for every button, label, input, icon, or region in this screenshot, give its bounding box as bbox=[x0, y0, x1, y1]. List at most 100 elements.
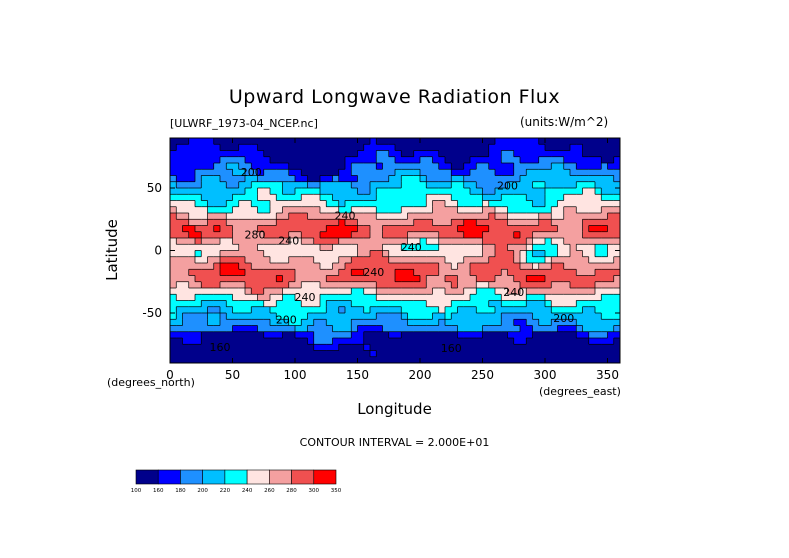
field-cell bbox=[388, 356, 396, 363]
field-cell bbox=[295, 219, 302, 227]
field-cell bbox=[338, 163, 346, 170]
field-cell bbox=[613, 281, 620, 289]
field-cell bbox=[613, 300, 620, 308]
field-cell bbox=[482, 163, 490, 170]
field-cell bbox=[251, 269, 259, 277]
field-cell bbox=[351, 338, 359, 345]
field-cell bbox=[451, 319, 459, 327]
field-cell bbox=[238, 306, 246, 314]
field-cell bbox=[238, 288, 246, 295]
field-cell bbox=[395, 288, 402, 295]
field-cell bbox=[488, 306, 496, 314]
field-cell bbox=[445, 181, 452, 189]
field-cell bbox=[307, 356, 315, 363]
x-tick-label: 150 bbox=[346, 368, 369, 382]
field-cell bbox=[388, 300, 396, 308]
field-cell bbox=[370, 181, 377, 189]
field-cell bbox=[526, 156, 534, 164]
field-cell bbox=[388, 206, 396, 214]
field-cell bbox=[507, 156, 515, 164]
field-cell bbox=[351, 181, 359, 189]
field-cell bbox=[276, 244, 284, 252]
field-cell bbox=[351, 231, 359, 239]
field-cell bbox=[376, 331, 384, 339]
field-cell bbox=[351, 294, 359, 302]
field-cell bbox=[188, 231, 196, 239]
field-cell bbox=[420, 263, 427, 270]
field-cell bbox=[226, 300, 234, 308]
field-cell bbox=[470, 181, 477, 189]
field-cell bbox=[263, 350, 271, 358]
field-cell bbox=[501, 269, 509, 277]
field-cell bbox=[438, 269, 446, 277]
field-cell bbox=[176, 200, 184, 208]
field-cell bbox=[332, 350, 340, 358]
field-cell bbox=[351, 325, 359, 333]
field-cell bbox=[338, 219, 346, 227]
field-cell bbox=[413, 238, 421, 245]
field-cell bbox=[182, 356, 190, 363]
field-cell bbox=[338, 206, 346, 214]
field-cell bbox=[445, 213, 452, 220]
field-cell bbox=[582, 163, 590, 170]
field-cell bbox=[507, 138, 515, 145]
field-cell bbox=[382, 281, 390, 289]
field-cell bbox=[401, 188, 409, 195]
field-cell bbox=[301, 269, 309, 277]
field-cell bbox=[520, 281, 527, 289]
field-cell bbox=[288, 163, 296, 170]
field-cell bbox=[526, 150, 534, 158]
field-cell bbox=[351, 144, 359, 152]
field-cell bbox=[470, 281, 477, 289]
field-cell bbox=[245, 319, 252, 327]
field-cell bbox=[501, 219, 509, 227]
field-cell bbox=[413, 213, 421, 220]
field-cell bbox=[407, 175, 415, 183]
field-cell bbox=[263, 194, 271, 202]
colorbar-label: 240 bbox=[242, 488, 253, 494]
field-cell bbox=[270, 206, 277, 214]
field-cell bbox=[513, 275, 521, 283]
field-cell bbox=[407, 213, 415, 220]
field-cell bbox=[445, 350, 452, 358]
field-cell bbox=[370, 194, 377, 202]
field-cell bbox=[438, 206, 446, 214]
field-cell bbox=[270, 294, 277, 302]
field-cell bbox=[563, 213, 571, 220]
field-cell bbox=[370, 294, 377, 302]
field-cell bbox=[463, 225, 471, 233]
field-cell bbox=[551, 344, 559, 352]
field-cell bbox=[170, 213, 177, 220]
field-cell bbox=[576, 181, 584, 189]
field-cell bbox=[570, 175, 577, 183]
field-cell bbox=[526, 163, 534, 170]
field-cell bbox=[251, 144, 259, 152]
field-cell bbox=[588, 344, 596, 352]
field-cell bbox=[595, 256, 602, 264]
field-cell bbox=[370, 275, 377, 283]
field-cell bbox=[557, 238, 565, 245]
field-cell bbox=[532, 331, 540, 339]
field-cell bbox=[382, 169, 390, 177]
field-cell bbox=[351, 238, 359, 245]
field-cell bbox=[413, 244, 421, 252]
field-cell bbox=[232, 344, 240, 352]
field-cell bbox=[320, 275, 327, 283]
field-cell bbox=[438, 356, 446, 363]
field-cell bbox=[220, 225, 227, 233]
field-cell bbox=[551, 269, 559, 277]
field-cell bbox=[263, 344, 271, 352]
field-cell bbox=[376, 294, 384, 302]
field-cell bbox=[576, 156, 584, 164]
field-cell bbox=[376, 163, 384, 170]
field-cell bbox=[420, 200, 427, 208]
field-cell bbox=[370, 244, 377, 252]
field-cell bbox=[270, 331, 277, 339]
field-cell bbox=[401, 288, 409, 295]
field-cell bbox=[532, 288, 540, 295]
field-cell bbox=[563, 263, 571, 270]
field-cell bbox=[257, 225, 265, 233]
field-cell bbox=[482, 244, 490, 252]
field-cell bbox=[482, 344, 490, 352]
field-cell bbox=[182, 325, 190, 333]
